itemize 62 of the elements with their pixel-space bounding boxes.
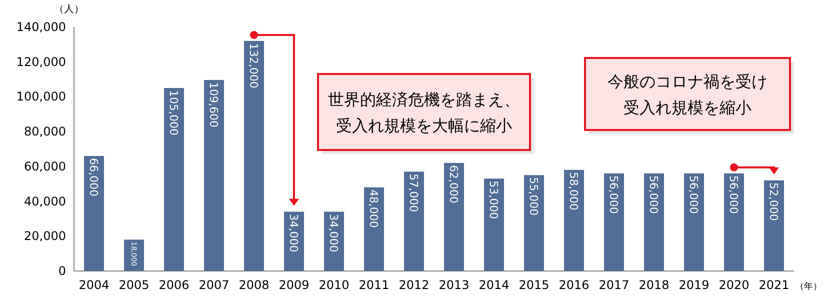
x-tick-label: 2010: [318, 278, 350, 292]
x-tick-label: 2006: [158, 278, 190, 292]
y-tick-label: 80,000: [24, 124, 66, 139]
data-label: 53,000: [487, 180, 500, 220]
x-axis-title: （年）: [795, 281, 822, 292]
x-tick-label: 2017: [598, 278, 630, 292]
data-label: 56,000: [727, 175, 740, 214]
bar: [644, 173, 664, 271]
bar: [404, 172, 424, 271]
x-tick-label: 2016: [558, 278, 590, 292]
x-tick-label: 2008: [238, 278, 270, 292]
bar: [84, 156, 104, 271]
x-tick-label: 2021: [758, 278, 790, 292]
x-tick-label: 2018: [638, 278, 670, 292]
data-label: 34,000: [327, 214, 340, 252]
x-tick-label: 2019: [678, 278, 710, 292]
data-label: 62,000: [447, 164, 460, 204]
y-tick-label: 20,000: [24, 229, 66, 244]
x-tick-label: 2004: [78, 278, 110, 292]
data-label: 56,000: [647, 175, 660, 214]
bar: [244, 40, 264, 271]
x-tick-label: 2009: [278, 278, 310, 292]
bar: [524, 175, 544, 271]
x-tick-label: 2005: [118, 278, 150, 292]
bar: [204, 80, 224, 271]
bar: [164, 88, 184, 271]
data-label: 66,000: [87, 158, 100, 196]
x-tick-label: 2011: [358, 278, 390, 292]
y-tick-label: 120,000: [16, 54, 66, 69]
x-tick-label: 2015: [518, 278, 550, 292]
x-tick-label: 2013: [438, 278, 470, 292]
y-tick-label: 100,000: [16, 90, 66, 104]
data-label: 55,000: [527, 177, 540, 216]
bar: [684, 173, 704, 271]
x-tick-label: 2012: [398, 278, 430, 292]
data-label: 105,000: [167, 90, 180, 136]
bar: [724, 173, 744, 271]
bar: [564, 170, 584, 271]
y-tick-label: 0: [58, 264, 66, 278]
data-label: 58,000: [567, 172, 580, 210]
data-label: 57,000: [407, 174, 420, 212]
annotation: 世界的経済危機を踏まえ、受入れ規模を大幅に縮小: [328, 90, 520, 135]
y-tick-label: 40,000: [24, 194, 66, 208]
data-label: 48,000: [367, 189, 380, 228]
data-label: 132,000: [247, 42, 260, 88]
data-label: 52,000: [767, 182, 780, 221]
bar: [484, 178, 504, 271]
y-axis-title: （人）: [54, 4, 84, 15]
y-tick-label: 140,000: [16, 20, 66, 34]
data-label: 34,000: [287, 214, 300, 252]
bar: [604, 173, 624, 271]
x-tick-label: 2007: [198, 278, 230, 292]
y-tick-label: 60,000: [24, 159, 66, 174]
x-tick-label: 2020: [718, 278, 750, 292]
data-label: 56,000: [607, 175, 620, 214]
x-tick-label: 2014: [478, 278, 510, 292]
bar: [444, 162, 464, 271]
annotation: 今般のコロナ禍を受け受入れ規模を縮小: [608, 72, 768, 117]
bar: [364, 187, 384, 271]
data-label: 56,000: [687, 175, 700, 214]
data-label: 109,600: [207, 82, 220, 128]
bar: [764, 180, 784, 271]
